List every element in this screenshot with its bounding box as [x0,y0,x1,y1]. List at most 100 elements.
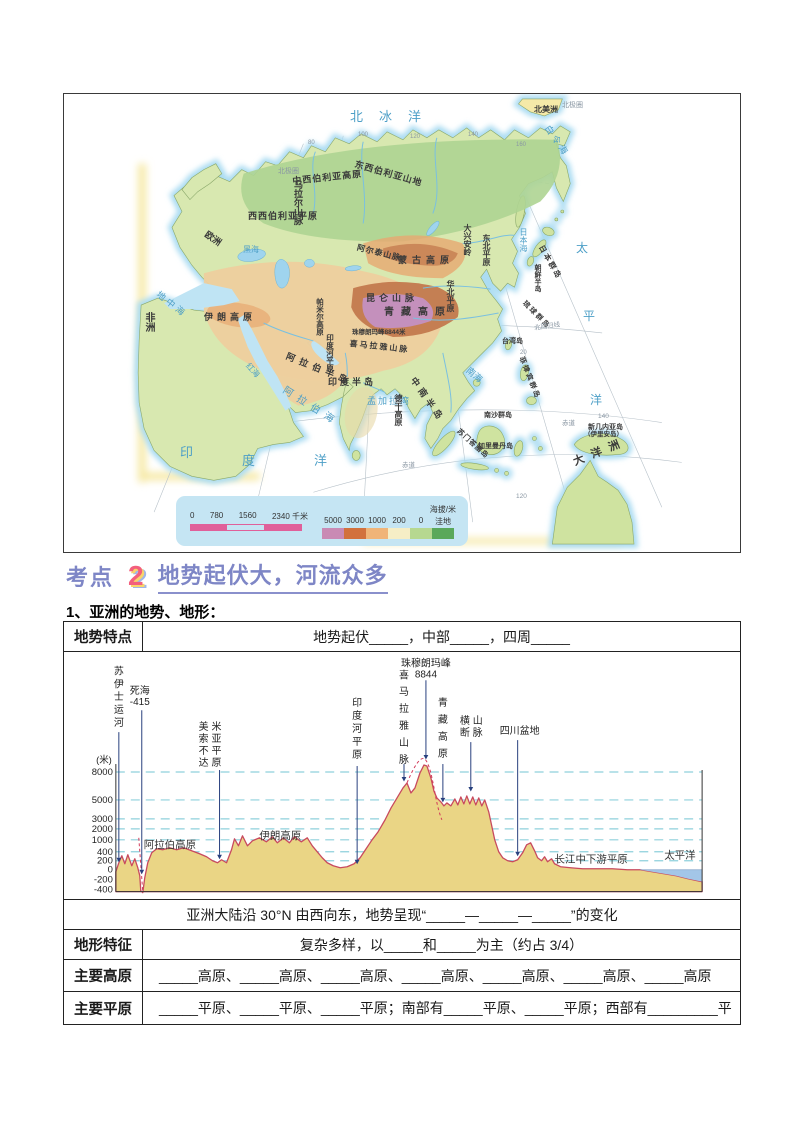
kuril-islet [560,209,565,214]
java-island [460,462,489,471]
maluku-islet [532,436,537,441]
lesser-sunda-islet [494,468,499,473]
section-header: 考点 2 地势起伏大，河流众多 [66,558,388,594]
y-axis-unit: (米) [96,754,112,766]
australia-corner [552,459,635,545]
table-row: 地势特点 地势起伏_____，中部_____，四周_____ [64,622,740,651]
callout-arrow-head [440,797,446,803]
hidden-profile-dashes [138,757,443,892]
scandinavia-hint [181,163,223,200]
asia-map-svg [134,94,682,549]
lake-baikal [426,221,440,236]
y-axis-tick: 5000 [92,795,113,806]
chart-callout-sub: 8844 [415,669,438,680]
elevation-legend: 海拔/米 5000 3000 1000 200 0 洼地 [322,504,462,539]
cross-section-chart: 800050003000200010004002000-200-400(米)苏伊… [92,656,703,896]
callout-arrow-head [139,869,145,875]
scale-tick: 2340 千米 [271,512,308,521]
row-label-zhuyao-pingyuan: 主要平原 [64,992,143,1024]
terrain-inline-label: 长江中下游平原 [555,853,628,866]
hokkaido-island [542,226,555,236]
chart-callout: 苏伊士运河 [114,664,124,729]
chart-text-layer: 800050003000200010004002000-200-400(米)苏伊… [92,656,696,895]
section-title: 地势起伏大，河流众多 [157,558,388,594]
pacific-water [640,869,703,882]
chart-callout: 山脉 [473,715,483,739]
elevation-swatch [322,527,344,539]
callout-arrow-head [401,776,407,782]
lesser-sunda-islet [504,471,509,476]
asia-topographic-map: 北冰洋太平洋印度洋白令海 日本海 阿拉伯海 孟加拉湾 南海 地中海 黑海 红海 北美洲 欧洲 非洲大… [63,93,741,553]
map-legend: 0 780 1560 2340 千米 海拔/米 5000 3000 1000 200 0 洼地 [176,496,468,546]
elevation-swatch [366,527,388,539]
chart-axes [115,764,703,893]
row-label-dishi-tedian: 地势特点 [64,622,143,651]
row-value-dishi-tedian: 地势起伏_____，中部_____，四周_____ [313,628,570,645]
scale-bar-graphic [190,524,302,531]
y-axis-tick: 400 [97,847,113,858]
chart-callout: 横断 [460,714,470,739]
y-axis-tick: 1000 [92,835,113,846]
sri-lanka-island [351,450,361,461]
luzon-island [520,364,529,381]
sulawesi-island [513,440,524,457]
chart-callout: 青藏高原 [438,696,448,760]
chart-callout: 米亚平原 [212,720,222,769]
terrain-table: 地势特点 地势起伏_____，中部_____，四周_____ [63,621,741,1025]
terrain-profile [115,764,703,894]
terrain-inline-label: 阿拉伯高原 [144,838,196,851]
scale-tick: 0 [190,511,195,520]
dead-sea-dash [138,837,144,892]
row-value-dixing-tezheng: 复杂多样，以_____和_____为主（约占 3/4） [299,936,584,953]
sayan-brown [383,243,458,266]
north-america-corner [518,98,563,117]
elevation-tick: 5000 [324,515,342,525]
hainan-island [472,378,481,387]
terrain-inline-label: 伊朗高原 [259,829,301,842]
borneo-island [476,425,505,455]
kyushu-island [526,256,535,267]
y-axis-tick: -400 [94,885,113,896]
kuril-islet [554,217,559,222]
elevation-swatch [432,527,454,539]
row-label-dixing-tezheng: 地形特征 [64,930,143,959]
rivers [263,137,515,413]
callout-arrow-head [354,859,360,865]
black-sea [237,248,266,262]
siberia-lowland-green [241,139,561,242]
elevation-tick: 0 [418,515,424,525]
persian-gulf-shape [311,340,340,366]
chart-callout: 印度河平原 [352,697,362,761]
tibet-plateau-purple [362,294,434,329]
caspian-sea [274,259,290,289]
mediterranean-sea-shape [164,283,240,310]
y-axis-tick: 2000 [92,824,113,835]
iran-upland-orange [207,302,271,328]
new-guinea-island [573,433,629,456]
callout-arrow-head [515,851,521,857]
red-sea-shape [237,315,292,411]
everest-dash [406,757,443,821]
elevation-tick: 1000 [368,515,386,525]
kaodian-number-icon: 2 [128,560,144,591]
map-scale-bar: 0 780 1560 2340 千米 [176,511,322,531]
scale-tick: 780 [209,511,224,520]
y-axis-tick: -200 [94,875,113,886]
table-row: 亚洲大陆沿 30°N 由西向东，地势呈现“_____—_____—_____”的… [64,899,740,929]
relief-overlays [164,137,561,439]
table-row: 主要高原 _____高原、_____高原、_____高原、_____高原、___… [64,959,740,991]
callout-arrows [116,680,521,875]
y-axis-tick: 8000 [92,767,113,778]
terrain-inline-label: 太平洋 [664,849,696,862]
table-row: 地形特征 复杂多样，以_____和_____为主（约占 3/4） [64,929,740,959]
elevation-swatch [388,527,410,539]
chart-callout: 喜马拉雅山脉 [399,668,409,766]
scale-tick: 1560 [238,511,257,520]
row-label-zhuyao-gaoyuan: 主要高原 [64,960,143,991]
maluku-islet [538,446,543,451]
table-row: 主要平原 _____平原、_____平原、_____平原；南部有_____平原、… [64,991,740,1024]
callout-arrow-head [217,854,222,860]
chart-callout: 珠穆朗玛峰 [401,656,451,669]
chart-callout: 美索不达 [199,720,209,769]
cross-section-chart-cell: 8000 5000 3000 2000 1000 400 200 0 -200 -400 (米) 苏伊… [64,651,740,899]
